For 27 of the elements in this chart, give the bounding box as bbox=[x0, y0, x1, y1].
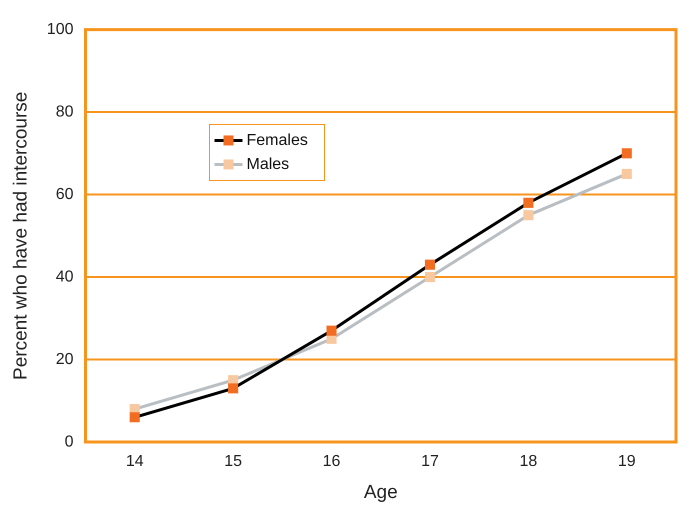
point bbox=[424, 260, 435, 270]
legend-label: Males bbox=[246, 156, 290, 173]
point bbox=[424, 272, 435, 282]
y-tick-label: 0 bbox=[64, 433, 74, 450]
point bbox=[228, 383, 238, 394]
x-tick-label: 16 bbox=[322, 453, 341, 470]
y-tick-label: 40 bbox=[56, 268, 74, 286]
y-tick-label: 80 bbox=[56, 103, 74, 120]
x-tick-label: 18 bbox=[519, 453, 538, 470]
point bbox=[326, 334, 337, 344]
legend-label: Females bbox=[246, 132, 308, 149]
x-tick-label: 14 bbox=[126, 453, 144, 470]
point bbox=[622, 148, 632, 158]
point bbox=[622, 168, 632, 179]
y-tick-label: 100 bbox=[46, 21, 74, 38]
x-axis-title: Age bbox=[364, 482, 398, 503]
y-tick-label: 20 bbox=[56, 350, 74, 368]
x-tick-label: 19 bbox=[618, 453, 636, 470]
point bbox=[523, 198, 534, 208]
x-tick-label: 17 bbox=[421, 453, 439, 470]
x-tick-label: 15 bbox=[224, 453, 242, 470]
point bbox=[523, 210, 534, 220]
point bbox=[228, 375, 238, 386]
y-axis-title: Percent who have had intercourse bbox=[10, 92, 32, 380]
point bbox=[130, 412, 140, 422]
y-tick-label: 60 bbox=[56, 186, 74, 203]
point bbox=[326, 326, 337, 336]
